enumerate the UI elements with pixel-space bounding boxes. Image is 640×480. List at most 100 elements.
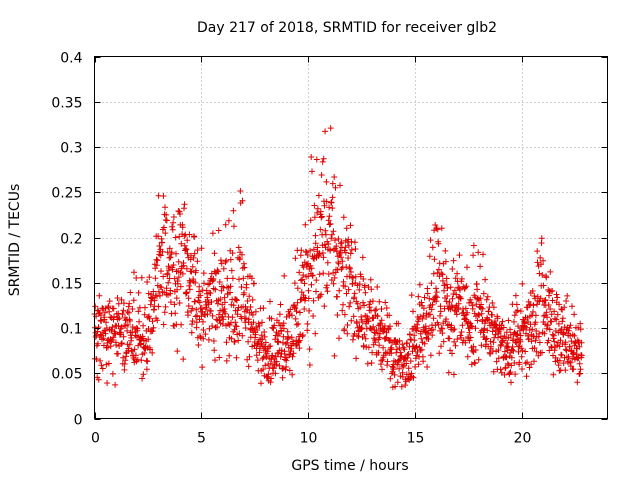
data-point (522, 360, 529, 367)
data-point (453, 291, 460, 298)
data-point (449, 295, 456, 302)
data-point (307, 217, 314, 224)
data-point (561, 304, 568, 311)
data-point (331, 274, 338, 281)
data-point (239, 251, 245, 258)
data-point (317, 208, 324, 215)
data-point (97, 317, 104, 324)
data-point (426, 295, 433, 302)
data-point (426, 253, 433, 260)
data-point (229, 275, 236, 282)
data-point (442, 247, 449, 254)
data-point (178, 240, 185, 247)
data-point (131, 269, 137, 276)
data-point (324, 282, 330, 289)
data-point (103, 319, 109, 326)
data-point (395, 320, 402, 327)
data-point (118, 296, 125, 303)
data-point (139, 375, 146, 382)
data-point (568, 338, 575, 345)
data-point (458, 329, 465, 335)
data-point (183, 265, 190, 272)
data-point (189, 263, 196, 270)
data-point (305, 287, 312, 294)
data-point (306, 346, 313, 353)
data-point (539, 349, 545, 356)
data-point (296, 345, 303, 352)
data-point (551, 308, 558, 315)
data-point (413, 327, 420, 334)
data-point (410, 374, 417, 381)
data-point (571, 332, 578, 339)
data-point (243, 315, 249, 322)
data-point (445, 369, 452, 376)
data-point (344, 322, 351, 328)
data-point (449, 350, 455, 357)
data-point (283, 363, 290, 370)
data-point (345, 286, 352, 293)
data-point (517, 332, 524, 339)
data-point (167, 254, 174, 261)
data-point (429, 244, 436, 251)
x-tick-label: 20 (514, 431, 532, 447)
data-point (211, 347, 218, 354)
data-point (272, 370, 279, 377)
data-point (130, 297, 137, 304)
data-point (310, 246, 317, 253)
data-point (451, 326, 458, 333)
data-point (504, 340, 511, 346)
axis-ticks (94, 56, 608, 420)
data-point (132, 332, 139, 339)
data-point (293, 308, 300, 315)
data-point (189, 318, 196, 324)
data-point (438, 343, 444, 350)
data-point (326, 221, 333, 228)
data-point (230, 207, 237, 214)
data-point (166, 265, 172, 272)
data-point (286, 367, 293, 374)
data-point (183, 246, 190, 253)
data-point (120, 300, 127, 307)
data-point (462, 339, 469, 346)
data-point (387, 375, 394, 382)
data-point (345, 255, 352, 261)
data-point (362, 289, 369, 296)
data-point (312, 240, 319, 247)
data-point (439, 271, 446, 278)
data-point (528, 361, 535, 368)
data-point (433, 225, 440, 232)
data-point (472, 360, 478, 367)
data-point (478, 301, 485, 308)
data-point (335, 235, 342, 242)
data-point (260, 366, 267, 373)
data-point (560, 360, 567, 367)
data-point (532, 312, 539, 319)
data-point (288, 345, 295, 352)
data-point (312, 330, 319, 337)
data-point (318, 213, 325, 220)
data-point (297, 309, 303, 316)
data-point (249, 296, 256, 303)
data-point (503, 354, 510, 361)
chart-title: Day 217 of 2018, SRMTID for receiver glb… (197, 20, 497, 36)
data-point (387, 323, 393, 330)
data-point (540, 257, 547, 264)
data-point (100, 335, 107, 342)
data-point (245, 363, 252, 370)
data-point (541, 297, 548, 304)
data-point (347, 299, 354, 306)
data-point (173, 295, 180, 302)
data-point (212, 357, 218, 364)
data-point (537, 254, 544, 261)
data-point (376, 298, 383, 305)
data-point (112, 381, 119, 388)
data-point (464, 264, 470, 271)
data-point (299, 276, 306, 283)
data-point (325, 241, 332, 247)
data-point (131, 346, 138, 353)
data-point (534, 301, 540, 308)
data-point (345, 242, 352, 249)
data-point (322, 227, 329, 234)
data-point (438, 270, 445, 277)
data-point (156, 243, 163, 249)
